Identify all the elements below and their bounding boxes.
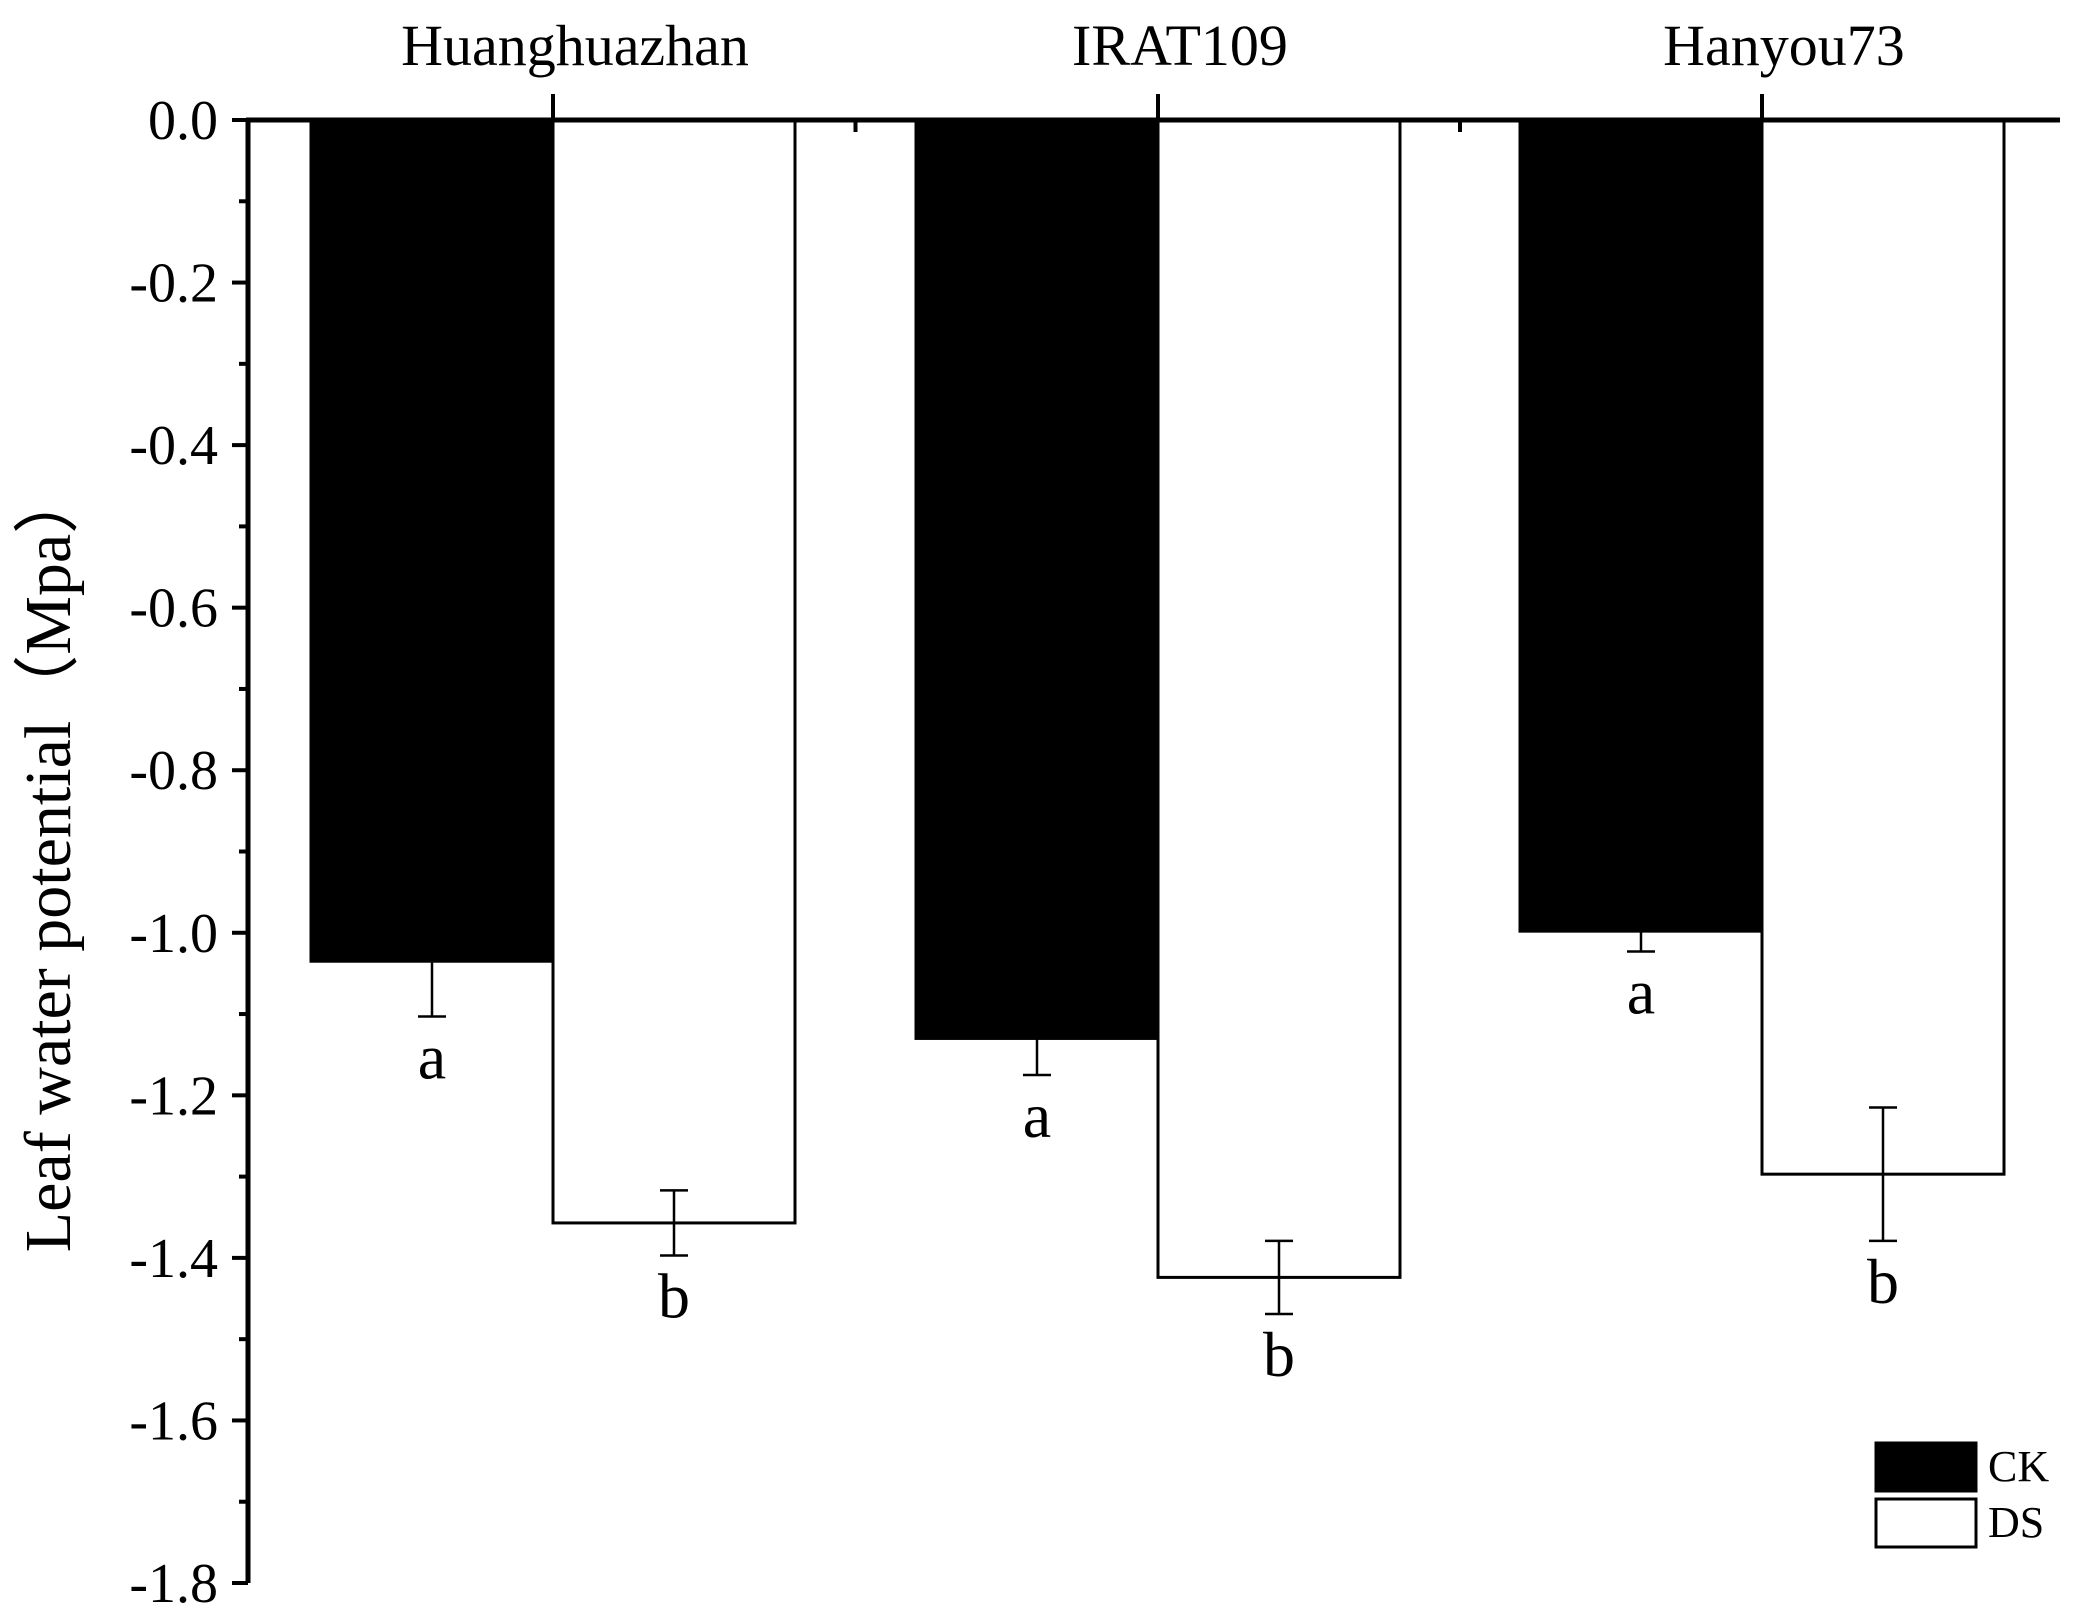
legend-swatch-ds — [1874, 1497, 1978, 1549]
significance-letter: b — [658, 1260, 690, 1331]
y-axis-title: Leaf water potential（Mpa） — [12, 468, 85, 1252]
y-tick-label: -1.2 — [129, 1065, 218, 1127]
significance-letter: a — [1627, 956, 1655, 1027]
y-tick-label: -0.2 — [129, 253, 218, 315]
category-label: Hanyou73 — [1663, 13, 1905, 78]
y-tick-label: -0.4 — [129, 415, 218, 477]
axes — [245, 117, 2060, 1583]
y-tick-label: -0.8 — [129, 740, 218, 802]
bars — [309, 118, 2006, 1279]
bar-ck — [1518, 118, 1764, 933]
category-label: IRAT109 — [1072, 13, 1288, 78]
bar-ds — [1156, 118, 1402, 1279]
legend-label-ds: DS — [1988, 1498, 2044, 1547]
significance-letters: a a a b b b — [418, 956, 1899, 1389]
significance-letter: b — [1867, 1246, 1899, 1317]
bar-ds — [551, 118, 797, 1225]
bar-ck — [914, 118, 1160, 1040]
y-tick-label: -1.6 — [129, 1390, 218, 1452]
significance-letter: a — [1023, 1080, 1051, 1151]
legend: CK DS — [1874, 1441, 2049, 1549]
significance-letter: b — [1263, 1319, 1295, 1390]
y-tick-label: 0.0 — [148, 90, 218, 152]
legend-swatch-ck — [1874, 1441, 1978, 1493]
y-tick-label: -1.0 — [129, 903, 218, 965]
legend-label-ck: CK — [1988, 1442, 2049, 1491]
y-tick-label: -1.4 — [129, 1228, 218, 1290]
bar-ds — [1760, 118, 2006, 1176]
tick-labels: 0.0 -0.2 -0.4 -0.6 -0.8 -1.0 -1.2 -1.4 -1.6 -1.8 H… — [129, 13, 1904, 1615]
y-tick-label: -1.8 — [129, 1553, 218, 1615]
error-bars — [418, 905, 1897, 1316]
bar-ck — [309, 118, 555, 963]
category-label: Huanghuazhan — [401, 13, 749, 78]
y-tick-label: -0.6 — [129, 578, 218, 640]
significance-letter: a — [418, 1021, 446, 1092]
